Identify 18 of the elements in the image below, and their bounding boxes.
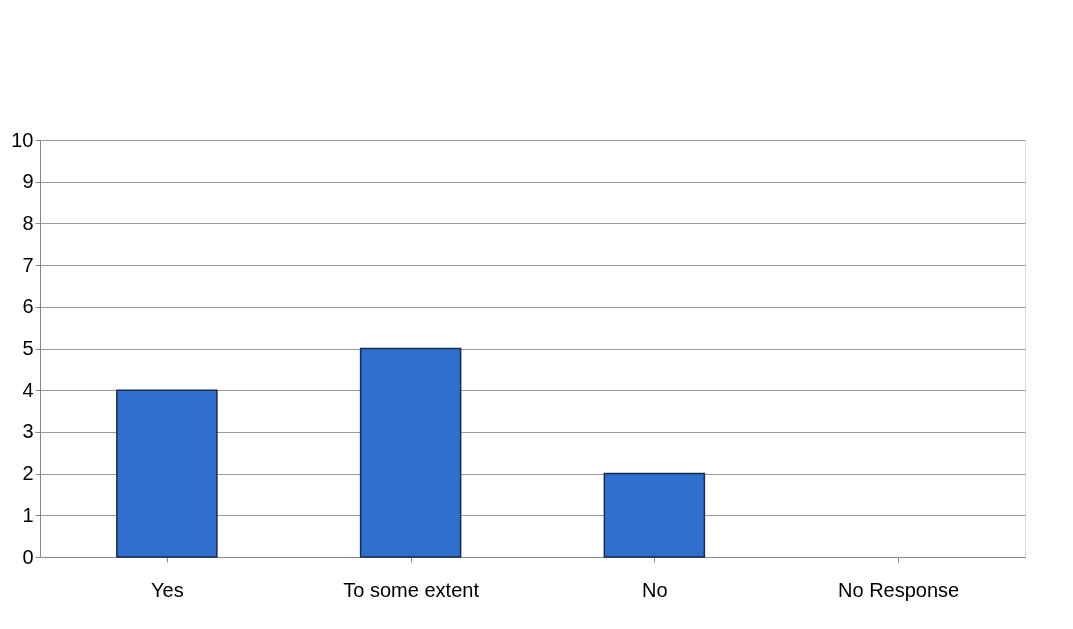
- y-tick-label: 0: [22, 545, 34, 568]
- y-tick-label: 1: [22, 503, 34, 526]
- y-tick-label: 10: [11, 128, 34, 151]
- y-tick-label: 5: [22, 337, 34, 359]
- y-tick-label: 9: [22, 170, 34, 193]
- y-tick-label: 8: [22, 211, 34, 234]
- x-tick-label: No Response: [838, 578, 960, 601]
- y-tick-label: 2: [22, 462, 34, 485]
- y-tick-label: 6: [22, 295, 34, 318]
- y-tick-label: 4: [22, 378, 34, 401]
- bar: [603, 472, 706, 558]
- y-tick-label: 7: [22, 253, 34, 276]
- y-tick-label: 3: [22, 420, 34, 443]
- x-tick-label: No: [642, 578, 668, 601]
- x-tick-label: Yes: [151, 578, 184, 601]
- bar: [116, 389, 218, 558]
- x-tick-label: To some extent: [343, 578, 480, 601]
- bar: [359, 347, 462, 558]
